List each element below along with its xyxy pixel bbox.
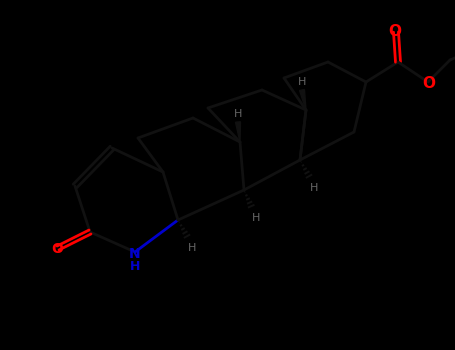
Text: O: O [51,242,63,256]
Polygon shape [236,122,241,142]
Text: H: H [130,259,140,273]
Text: H: H [234,109,242,119]
Text: H: H [310,183,318,193]
Polygon shape [299,90,306,110]
Text: H: H [298,77,306,87]
Text: N: N [129,247,141,261]
Text: O: O [389,25,401,40]
Text: H: H [188,243,196,253]
Text: H: H [252,213,260,223]
Text: O: O [423,77,435,91]
